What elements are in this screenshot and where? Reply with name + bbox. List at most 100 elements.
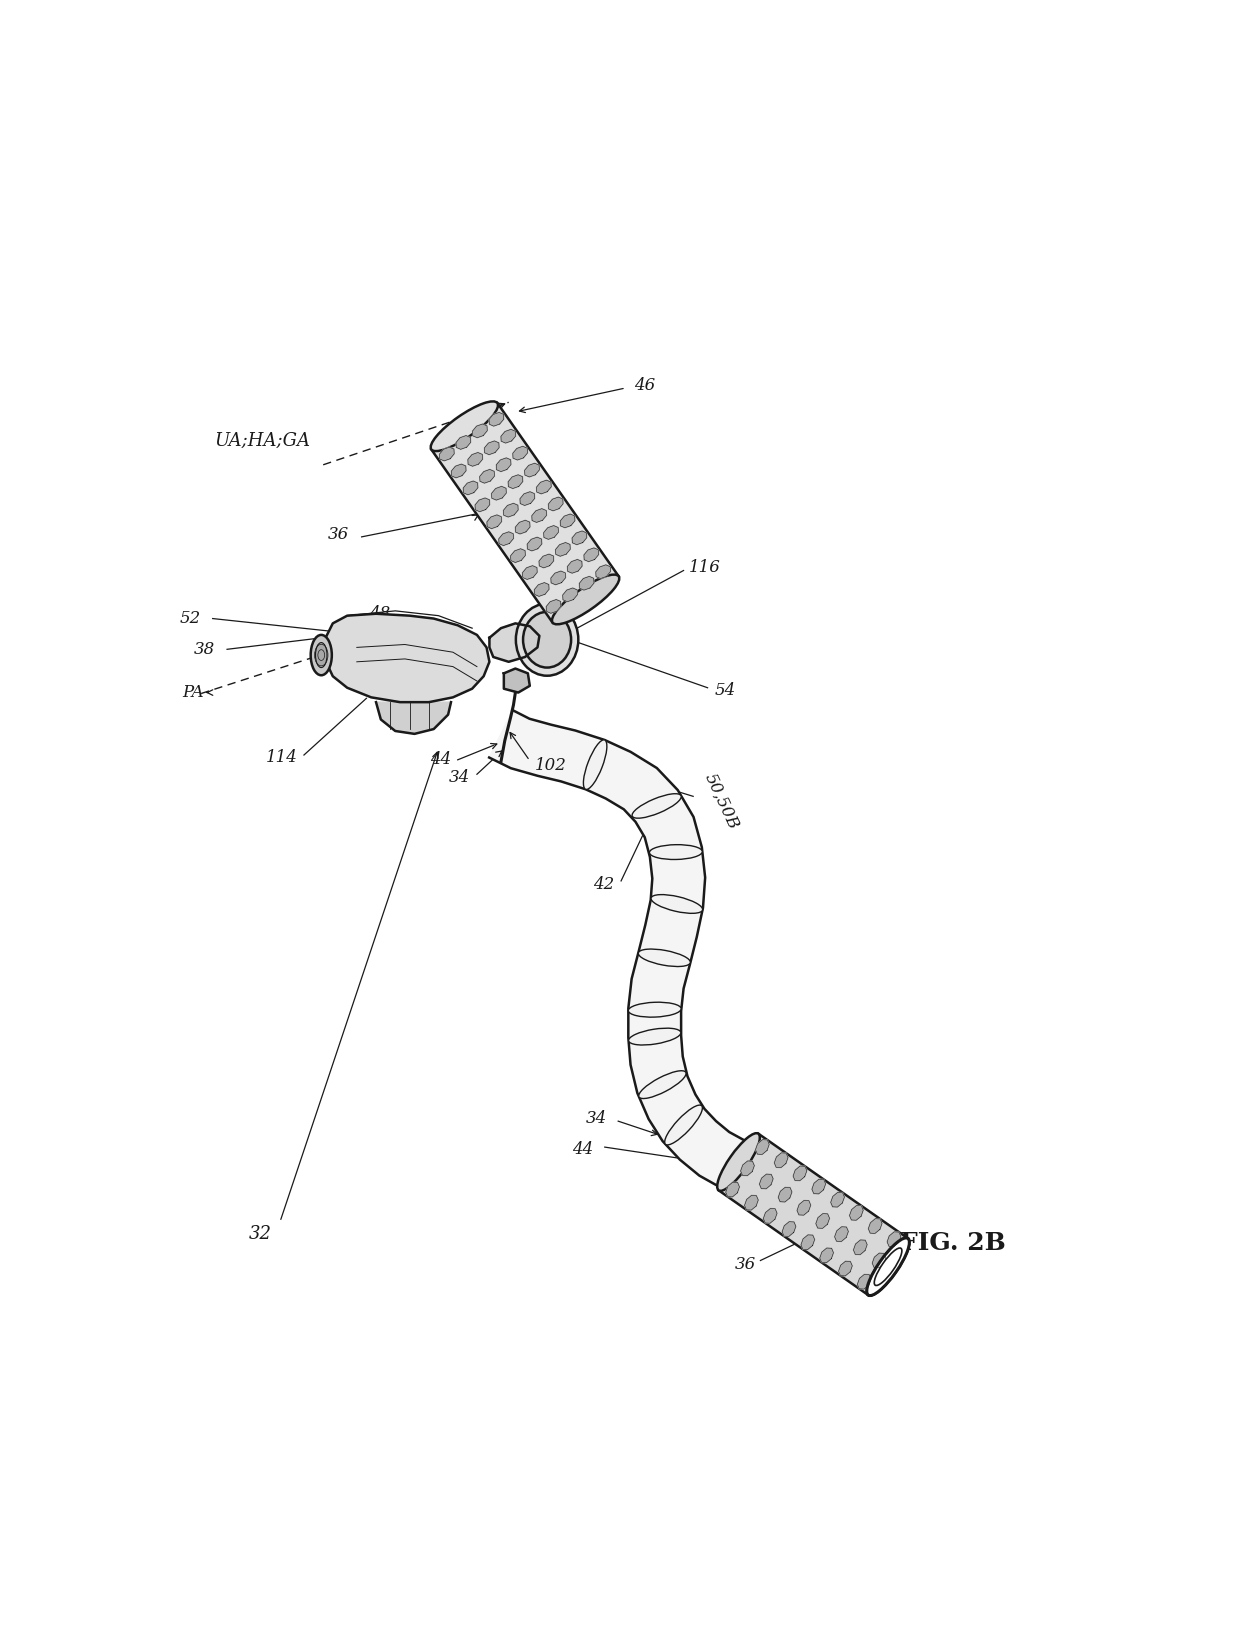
Polygon shape [812,1180,826,1194]
Polygon shape [432,404,619,623]
Polygon shape [501,430,516,443]
Polygon shape [857,1275,870,1289]
Polygon shape [451,464,466,477]
Polygon shape [490,623,539,662]
Text: 50,50B: 50,50B [701,770,742,832]
Polygon shape [439,448,454,461]
Text: 38: 38 [193,641,215,659]
Polygon shape [820,1248,833,1263]
Polygon shape [719,1134,908,1296]
Polygon shape [489,412,503,426]
Ellipse shape [430,402,498,451]
Polygon shape [534,583,549,596]
Ellipse shape [867,1239,909,1296]
Polygon shape [868,1219,882,1234]
Polygon shape [572,531,587,544]
Polygon shape [498,531,513,546]
Polygon shape [853,1240,867,1255]
Ellipse shape [629,1002,681,1016]
Polygon shape [520,492,534,505]
Polygon shape [491,487,506,500]
Text: 52: 52 [180,609,201,627]
Text: PA: PA [182,685,203,701]
Polygon shape [831,1193,844,1208]
Text: 44: 44 [572,1142,593,1159]
Polygon shape [522,565,537,580]
Polygon shape [324,614,490,703]
Polygon shape [797,1201,811,1216]
Polygon shape [835,1227,848,1242]
Text: 36: 36 [327,526,350,544]
Polygon shape [782,1222,796,1237]
Polygon shape [744,1196,758,1211]
Polygon shape [560,515,575,528]
Ellipse shape [650,845,702,859]
Ellipse shape [523,611,572,668]
Polygon shape [467,453,482,466]
Polygon shape [584,547,599,562]
Text: 32: 32 [249,1224,273,1242]
Text: 114: 114 [265,750,298,766]
Polygon shape [489,711,760,1196]
Polygon shape [774,1154,787,1168]
Polygon shape [376,703,451,734]
Polygon shape [532,508,547,523]
Ellipse shape [632,794,681,819]
Text: UA;HA;GA: UA;HA;GA [215,431,310,449]
Polygon shape [527,538,542,551]
Polygon shape [464,480,477,495]
Ellipse shape [315,642,327,668]
Text: 34: 34 [449,768,470,786]
Polygon shape [480,469,495,484]
Polygon shape [838,1261,852,1276]
Polygon shape [516,520,529,534]
Ellipse shape [651,894,703,913]
Text: 34: 34 [585,1109,606,1127]
Polygon shape [556,542,570,556]
Polygon shape [539,554,554,567]
Polygon shape [537,480,552,493]
Polygon shape [801,1235,815,1250]
Text: 44: 44 [430,752,451,768]
Polygon shape [816,1214,830,1229]
Ellipse shape [639,1070,686,1098]
Ellipse shape [717,1132,760,1191]
Polygon shape [487,515,502,528]
Polygon shape [849,1206,863,1221]
Polygon shape [485,441,498,454]
Text: 116: 116 [689,559,722,577]
Polygon shape [568,559,582,574]
Polygon shape [740,1160,754,1175]
Polygon shape [794,1167,807,1181]
Text: 54: 54 [714,681,735,699]
Polygon shape [503,668,529,693]
Text: 42: 42 [593,876,614,894]
Polygon shape [525,462,539,477]
Text: 36: 36 [734,1257,755,1273]
Polygon shape [546,600,560,613]
Polygon shape [513,446,527,461]
Polygon shape [755,1139,769,1154]
Polygon shape [563,588,578,601]
Ellipse shape [874,1248,901,1286]
Text: 102: 102 [534,757,567,775]
Polygon shape [503,503,518,516]
Ellipse shape [311,636,332,675]
Polygon shape [496,458,511,472]
Polygon shape [551,570,565,585]
Polygon shape [475,498,490,511]
Ellipse shape [516,603,578,676]
Polygon shape [548,497,563,511]
Text: 48: 48 [370,605,391,623]
Polygon shape [595,565,610,578]
Polygon shape [779,1188,792,1203]
Polygon shape [872,1253,885,1268]
Polygon shape [508,475,523,489]
Polygon shape [472,423,487,438]
Polygon shape [887,1232,900,1247]
Text: FIG. 2B: FIG. 2B [900,1230,1006,1255]
Polygon shape [543,526,558,539]
Ellipse shape [583,740,606,789]
Ellipse shape [639,949,691,967]
Polygon shape [579,577,594,590]
